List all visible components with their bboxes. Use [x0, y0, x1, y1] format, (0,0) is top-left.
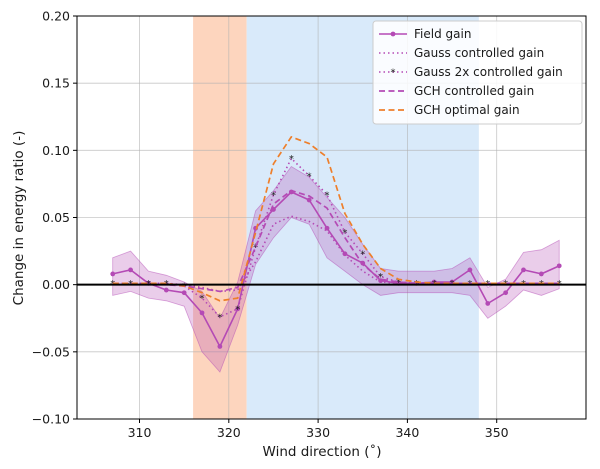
series-2-point-12: * — [325, 190, 330, 201]
y-tick-label-3: 0.05 — [42, 210, 70, 225]
series-0-point-4 — [181, 290, 187, 296]
y-tick-label-5: 0.15 — [42, 76, 70, 91]
series-2-point-11: * — [307, 171, 312, 182]
y-tick-label-4: 0.10 — [42, 143, 70, 158]
legend-label-0: Field gain — [414, 27, 471, 41]
x-tick-label-0: 310 — [128, 425, 152, 440]
series-2-point-15: * — [378, 272, 383, 283]
series-0-point-5 — [199, 310, 205, 316]
legend-label-3: GCH controlled gain — [414, 84, 534, 98]
legend-label-4: GCH optimal gain — [414, 103, 520, 117]
y-tick-label-1: −0.05 — [32, 344, 70, 359]
series-0-point-24 — [538, 271, 544, 277]
series-0-point-21 — [485, 301, 491, 306]
series-0-point-25 — [556, 263, 562, 269]
y-tick-label-2: 0.00 — [42, 277, 70, 292]
x-tick-label-2: 330 — [306, 425, 330, 440]
legend-label-1: Gauss controlled gain — [414, 46, 544, 60]
series-2-point-5: * — [200, 294, 205, 305]
series-line-0 — [112, 191, 560, 348]
series-2-point-13: * — [342, 228, 347, 239]
y-tick-label-6: 0.20 — [42, 9, 70, 24]
series-2-point-14: * — [360, 249, 365, 260]
series-2-point-4: * — [182, 282, 187, 293]
x-tick-label-4: 350 — [485, 425, 509, 440]
x-tick-label-3: 340 — [395, 425, 419, 440]
y-axis-label: Change in energy ratio (-) — [11, 131, 27, 306]
series-0-point-20 — [467, 267, 473, 273]
legend-box — [372, 20, 583, 125]
series-0-point-11 — [306, 197, 312, 203]
legend-marker-2: * — [391, 68, 396, 79]
tick-labels: 310 320 330 340 350 −0.10 −0.05 0.00 0.05 0.10 0.1… — [32, 9, 509, 441]
legend-marker-0 — [390, 31, 396, 37]
series-0-point-0 — [110, 271, 116, 277]
series-2-point-7: * — [235, 304, 240, 315]
series-line-3 — [112, 189, 560, 293]
series-2-point-8: * — [253, 243, 258, 254]
series-2-point-9: * — [271, 190, 276, 201]
series-2-point-6: * — [217, 313, 222, 324]
series-0-point-23 — [521, 267, 526, 273]
y-tick-label-0: −0.10 — [32, 412, 70, 427]
legend-label-2: Gauss 2x controlled gain — [414, 65, 563, 79]
series-2-point-16: * — [396, 278, 401, 289]
series-2-point-10: * — [289, 154, 294, 165]
series-0-point-3 — [163, 287, 169, 293]
series-0-point-1 — [128, 267, 133, 273]
series-0-point-7 — [235, 306, 241, 312]
series-0-point-6 — [217, 344, 223, 349]
legend: Field gain Gauss controlled gain * Gauss 2x… — [372, 20, 583, 125]
series-0-point-22 — [503, 290, 509, 296]
x-tick-label-1: 320 — [217, 425, 241, 440]
x-axis-label: Wind direction (˚) — [263, 443, 382, 460]
series-line-4 — [112, 136, 560, 302]
